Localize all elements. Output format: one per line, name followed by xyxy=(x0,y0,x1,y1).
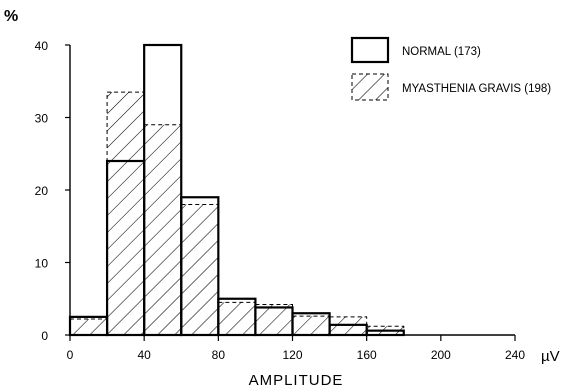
x-tick-label: 120 xyxy=(282,348,302,362)
y-axis-ticks: 0 10 20 30 40 xyxy=(35,39,70,343)
y-tick-label: 20 xyxy=(35,184,49,198)
legend-swatch-myasthenia-gravis xyxy=(351,73,389,101)
bar-myasthenia-gravis xyxy=(217,301,256,336)
legend: NORMAL (173) MYASTHENIA GRAVIS (198) xyxy=(350,36,551,101)
legend-swatch-normal xyxy=(350,36,390,64)
y-tick-label: 10 xyxy=(35,257,49,271)
y-tick-label: 0 xyxy=(41,329,48,343)
bar-myasthenia-gravis xyxy=(180,204,219,336)
y-axis-label: % xyxy=(4,8,18,25)
x-tick-label: 0 xyxy=(67,348,74,362)
x-tick-label: 200 xyxy=(431,348,451,362)
legend-label-myasthenia-gravis: MYASTHENIA GRAVIS (198) xyxy=(402,83,551,95)
bar-myasthenia-gravis xyxy=(254,304,294,336)
bar-myasthenia-gravis xyxy=(69,318,108,336)
x-axis-label: AMPLITUDE xyxy=(249,372,344,389)
x-axis-unit: µV xyxy=(541,348,560,365)
x-tick-label: 80 xyxy=(212,348,226,362)
y-tick-label: 30 xyxy=(35,112,49,126)
x-axis-ticks: 0 40 80 120 160 200 240 xyxy=(67,335,525,362)
x-tick-label: 40 xyxy=(137,348,151,362)
bar-myasthenia-gravis xyxy=(106,91,145,336)
legend-label-normal: NORMAL (173) xyxy=(402,46,481,58)
x-tick-label: 160 xyxy=(357,348,377,362)
y-tick-label: 40 xyxy=(35,39,49,53)
bar-myasthenia-gravis xyxy=(143,124,182,336)
x-tick-label: 240 xyxy=(505,348,525,362)
bar-myasthenia-gravis xyxy=(292,315,331,336)
